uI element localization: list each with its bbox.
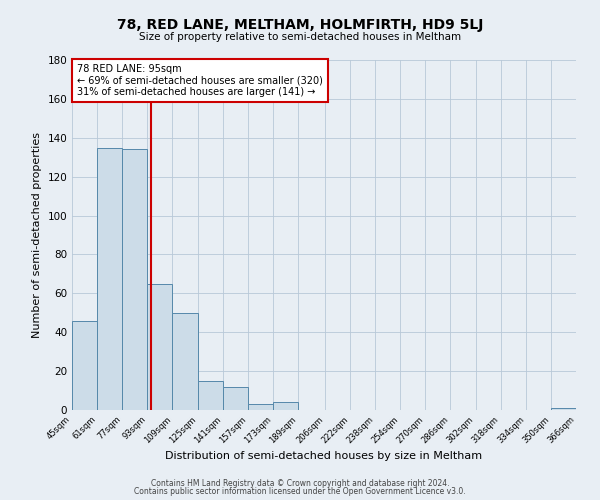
- Bar: [72, 320, 97, 410]
- Text: Contains HM Land Registry data © Crown copyright and database right 2024.: Contains HM Land Registry data © Crown c…: [151, 478, 449, 488]
- Bar: [273, 402, 298, 410]
- Bar: [97, 148, 122, 410]
- Y-axis label: Number of semi-detached properties: Number of semi-detached properties: [32, 132, 42, 338]
- Bar: [223, 386, 248, 410]
- Bar: [197, 381, 223, 410]
- Bar: [148, 284, 172, 410]
- Text: Size of property relative to semi-detached houses in Meltham: Size of property relative to semi-detach…: [139, 32, 461, 42]
- Bar: [122, 150, 148, 410]
- Bar: [551, 408, 576, 410]
- X-axis label: Distribution of semi-detached houses by size in Meltham: Distribution of semi-detached houses by …: [166, 451, 482, 461]
- Bar: [172, 313, 197, 410]
- Text: 78, RED LANE, MELTHAM, HOLMFIRTH, HD9 5LJ: 78, RED LANE, MELTHAM, HOLMFIRTH, HD9 5L…: [117, 18, 483, 32]
- Bar: [248, 404, 273, 410]
- Text: Contains public sector information licensed under the Open Government Licence v3: Contains public sector information licen…: [134, 487, 466, 496]
- Text: 78 RED LANE: 95sqm
← 69% of semi-detached houses are smaller (320)
31% of semi-d: 78 RED LANE: 95sqm ← 69% of semi-detache…: [77, 64, 323, 96]
